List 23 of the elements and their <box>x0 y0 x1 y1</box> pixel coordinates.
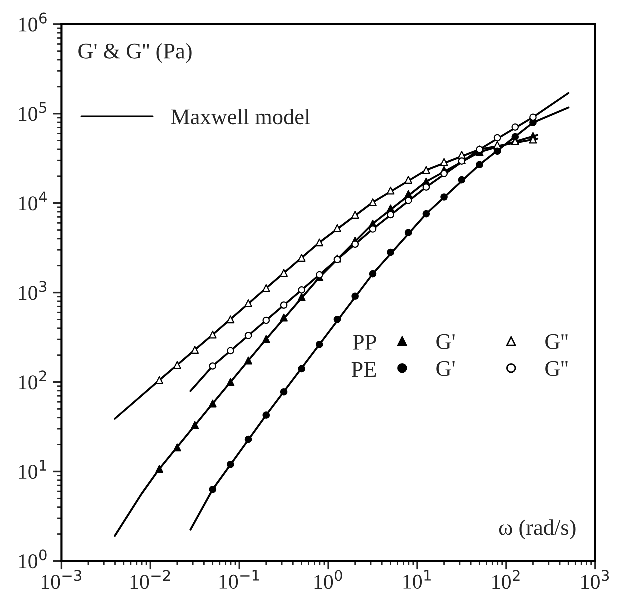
annotation: PE <box>352 362 376 377</box>
x-tick-label: 10$^{3}$ <box>582 570 610 590</box>
y-tick-label: 10$^{0}$ <box>19 550 47 569</box>
legend-label: Maxwell model <box>171 108 310 125</box>
legend-label: G' <box>436 334 455 350</box>
legend-label: G'' <box>546 334 568 350</box>
y-tick-label: 10$^{2}$ <box>19 370 46 390</box>
x-tick-label: 10$^{−2}$ <box>130 570 170 590</box>
x-tick-label: 10$^{−1}$ <box>220 570 260 589</box>
x-tick-label: 10$^{−3}$ <box>42 570 82 590</box>
x-tick-label: 10$^{2}$ <box>492 570 520 590</box>
y-tick-label: 10$^{5}$ <box>19 102 46 122</box>
legend-label: G'' <box>546 361 568 376</box>
legend-label: G' <box>436 361 455 376</box>
x-tick-label: 10$^{1}$ <box>404 570 431 589</box>
y-tick-label: 10$^{6}$ <box>19 12 47 32</box>
x-axis-title: ω (rad/s) <box>499 520 576 540</box>
x-tick-label: 10$^{0}$ <box>314 570 342 590</box>
annotation: PP <box>353 335 376 350</box>
y-tick-label: 10$^{4}$ <box>19 192 47 211</box>
y-tick-label: 10$^{3}$ <box>19 281 47 300</box>
y-tick-label: 10$^{1}$ <box>19 460 46 480</box>
y-axis-title: G' & G'' (Pa) <box>78 43 192 64</box>
